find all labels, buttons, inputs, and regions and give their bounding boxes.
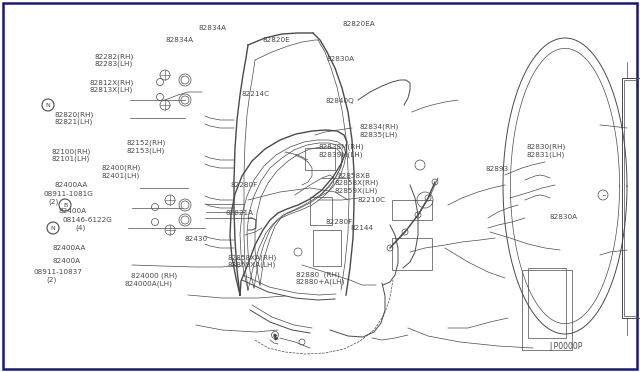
Text: 82152(RH): 82152(RH) (127, 140, 166, 147)
Text: 82821A: 82821A (225, 210, 253, 216)
Bar (624, 80, 638, 316)
Bar (310, 197, 332, 225)
Text: 82400AA: 82400AA (54, 182, 88, 188)
Text: 82153(LH): 82153(LH) (127, 147, 165, 154)
Bar (392, 200, 432, 220)
Text: 82400A: 82400A (59, 208, 87, 214)
Text: 82830(RH): 82830(RH) (526, 144, 565, 150)
Text: 82834A: 82834A (198, 25, 227, 31)
Text: 824000A(LH): 824000A(LH) (125, 280, 173, 287)
Text: (2): (2) (48, 198, 58, 205)
Text: 82144: 82144 (351, 225, 374, 231)
Text: 82101(LH): 82101(LH) (51, 156, 90, 163)
Text: 82430: 82430 (184, 236, 207, 242)
Text: (4): (4) (76, 224, 86, 231)
Text: 82880+A(LH): 82880+A(LH) (296, 279, 345, 285)
Text: 82210C: 82210C (357, 197, 385, 203)
Text: 82834A: 82834A (165, 37, 193, 43)
Text: 82880  (RH): 82880 (RH) (296, 271, 339, 278)
Bar (528, 268, 566, 338)
Text: 82400A: 82400A (52, 258, 81, 264)
Text: 82280F: 82280F (325, 219, 353, 225)
Bar (522, 270, 572, 350)
Bar (305, 148, 335, 170)
Text: 824000 (RH): 824000 (RH) (131, 273, 177, 279)
Text: 82400AA: 82400AA (52, 246, 86, 251)
Text: 82820E: 82820E (262, 37, 290, 43)
Text: 82859XA(LH): 82859XA(LH) (227, 262, 275, 268)
Text: 82840Q: 82840Q (325, 98, 354, 104)
Text: 82838M(RH): 82838M(RH) (319, 144, 364, 150)
Text: 82820EA: 82820EA (342, 21, 375, 27)
Text: N: N (51, 225, 56, 231)
Text: 82283(LH): 82283(LH) (95, 61, 133, 67)
Text: 82813X(LH): 82813X(LH) (90, 87, 133, 93)
Text: 82821(LH): 82821(LH) (54, 119, 93, 125)
Text: B: B (63, 202, 67, 208)
Text: 82830A: 82830A (549, 214, 577, 219)
Text: 82858XA(RH): 82858XA(RH) (227, 254, 276, 261)
Bar (622, 78, 640, 318)
Text: 82835(LH): 82835(LH) (360, 131, 398, 138)
Text: 82839M(LH): 82839M(LH) (319, 151, 364, 158)
Text: 82282(RH): 82282(RH) (95, 53, 134, 60)
Bar (392, 238, 432, 270)
Text: 82893: 82893 (485, 166, 508, 172)
Text: 82280F: 82280F (230, 182, 258, 188)
Text: (2): (2) (46, 276, 56, 283)
Text: 82830A: 82830A (326, 56, 355, 62)
Text: 08911-10837: 08911-10837 (33, 269, 82, 275)
Text: 82401(LH): 82401(LH) (101, 172, 140, 179)
Text: 82834(RH): 82834(RH) (360, 124, 399, 131)
Bar (313, 230, 341, 266)
Text: N: N (45, 103, 51, 108)
Text: 82859X(LH): 82859X(LH) (334, 187, 378, 194)
Text: 08911-1081G: 08911-1081G (44, 191, 93, 197)
Text: J P0000P: J P0000P (549, 342, 582, 351)
Text: 82831(LH): 82831(LH) (526, 151, 564, 158)
Text: 82858X(RH): 82858X(RH) (334, 180, 378, 186)
Text: 82812X(RH): 82812X(RH) (90, 79, 134, 86)
Text: 82214C: 82214C (242, 91, 270, 97)
Text: 82858XB: 82858XB (338, 173, 371, 179)
Text: 82100(RH): 82100(RH) (51, 148, 90, 155)
Text: 82820(RH): 82820(RH) (54, 111, 93, 118)
Text: 82400(RH): 82400(RH) (101, 165, 140, 171)
Text: 08146-6122G: 08146-6122G (63, 217, 113, 223)
